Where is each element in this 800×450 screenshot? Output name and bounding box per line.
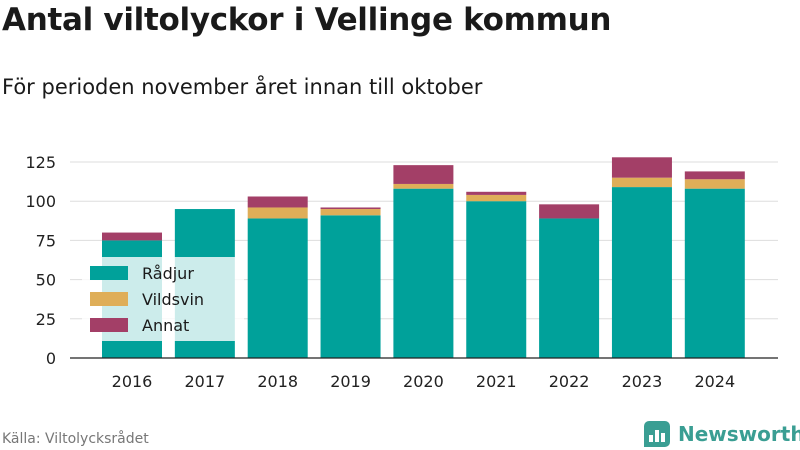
legend-swatch-rådjur [90,266,128,280]
bar-segment-vildsvin-2019[interactable] [320,209,381,216]
bar-segment-annat-2024[interactable] [684,171,745,180]
y-tick-label: 25 [36,310,56,329]
bar-segment-vildsvin-2020[interactable] [393,183,454,189]
bar-segment-rådjur-2021[interactable] [466,201,527,358]
bar-segment-vildsvin-2021[interactable] [466,194,527,202]
bar-segment-rådjur-2023[interactable] [611,187,672,358]
bar-segment-annat-2020[interactable] [393,165,454,184]
bar-segment-vildsvin-2018[interactable] [247,207,308,219]
chart-subtitle: För perioden november året innan till ok… [2,75,483,99]
x-tick-label: 2019 [330,372,371,391]
legend-item-vildsvin: Vildsvin [90,289,204,309]
bar-segment-vildsvin-2024[interactable] [684,179,745,189]
legend-swatch-annat [90,318,128,332]
legend-item-rådjur: Rådjur [90,263,194,283]
x-tick-label: 2018 [257,372,298,391]
legend-swatch-vildsvin [90,292,128,306]
y-tick-label: 50 [36,271,56,290]
x-tick-label: 2016 [112,372,153,391]
newsworthy-logo[interactable]: Newsworthy [644,420,800,448]
y-tick-label: 75 [36,231,56,250]
bar-segment-rådjur-2024[interactable] [684,188,745,358]
bar-segment-rådjur-2018[interactable] [247,218,308,358]
legend-label-rådjur: Rådjur [142,263,194,283]
axes: 0 25 50 75 100 125 2016 2017 2018 2019 2020 2021 202… [25,153,778,391]
y-tick-label: 125 [25,153,56,172]
bar-segment-rådjur-2019[interactable] [320,215,381,358]
bar-segment-annat-2021[interactable] [466,191,527,195]
source-note: Källa: Viltolycksrådet [2,431,149,447]
x-tick-label: 2024 [694,372,735,391]
x-tick-label: 2020 [403,372,444,391]
bar-segment-annat-2023[interactable] [611,157,672,178]
bar-chart-logo-icon [644,421,670,447]
x-tick-label: 2022 [549,372,590,391]
legend-label-vildsvin: Vildsvin [142,289,205,309]
x-tick-label: 2017 [184,372,225,391]
brand-name: Newsworthy [678,422,800,446]
legend-item-annat: Annat [90,315,189,335]
chart-title: Antal viltolyckor i Vellinge kommun [2,2,612,38]
bar-segment-annat-2018[interactable] [247,196,308,208]
bar-segment-rådjur-2022[interactable] [539,218,600,358]
y-tick-label: 0 [46,349,56,368]
x-tick-label: 2023 [622,372,663,391]
bar-segment-rådjur-2020[interactable] [393,188,454,358]
bar-segment-annat-2016[interactable] [102,232,162,241]
bar-segment-annat-2022[interactable] [539,204,600,219]
y-tick-label: 100 [25,192,56,211]
x-tick-label: 2021 [476,372,517,391]
bar-segment-vildsvin-2023[interactable] [611,177,672,188]
chart-legend: Rådjur Vildsvin Annat [82,257,244,341]
bar-segment-annat-2019[interactable] [320,207,381,210]
legend-label-annat: Annat [142,315,190,335]
